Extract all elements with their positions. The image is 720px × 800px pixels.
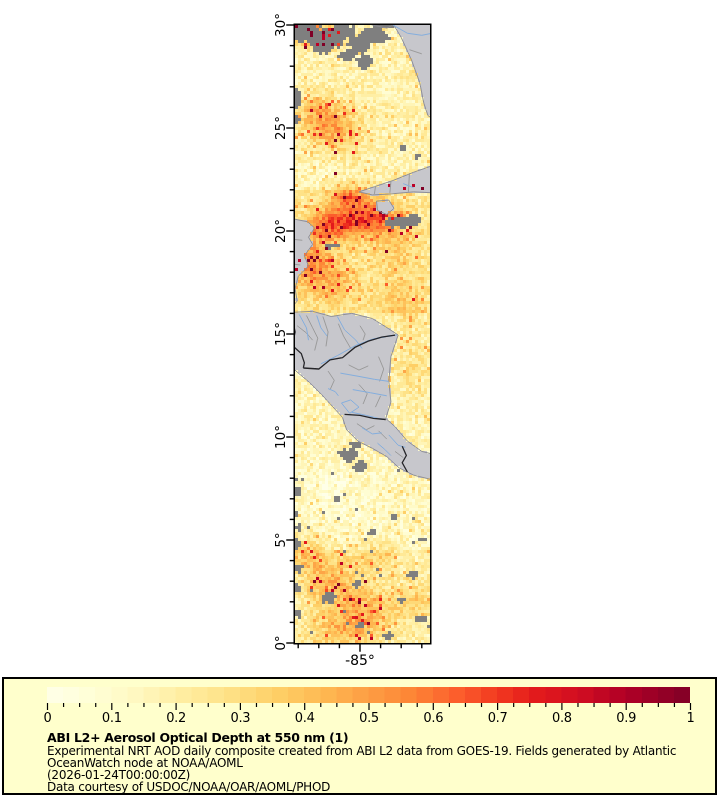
colorbar-tick-label: 0.6 [423, 711, 444, 726]
colorbar-ticks [46, 703, 692, 710]
colorbar-tick-label: 0.1 [101, 711, 122, 726]
legend-panel: 0 0.1 0.2 0.3 0.4 0.5 0.6 0.7 0.8 0.9 1 ABI L2+ Ae… [2, 677, 717, 795]
y-axis-tick-label: 5° [273, 532, 289, 547]
colorbar-tick-label: 1 [686, 711, 695, 726]
colorbar-tick-label: 0.5 [359, 711, 379, 726]
legend-description: Experimental NRT AOD daily composite cre… [47, 744, 677, 758]
y-axis-tick-label: 20° [273, 219, 289, 243]
colorbar-tick-label: 0.2 [166, 711, 186, 726]
colorbar-tick-label: 0.9 [616, 711, 637, 726]
y-axis-tick-label: 10° [273, 425, 289, 449]
y-axis-tick-label: 30° [273, 13, 289, 37]
y-axis-tick-label: 0° [273, 635, 289, 650]
x-axis-tick-label: -85° [345, 653, 375, 669]
colorbar-tick-label: 0.3 [230, 711, 251, 726]
colorbar-tick-label: 0.7 [487, 711, 508, 726]
colorbar-tick-label: 0.4 [294, 711, 315, 726]
colorbar-gradient [47, 687, 690, 703]
y-axis-tick-label: 15° [273, 322, 289, 346]
colorbar-tick-label: 0.8 [552, 711, 572, 726]
legend-title: ABI L2+ Aerosol Optical Depth at 550 nm … [47, 730, 349, 745]
aod-map-raster [295, 25, 430, 643]
colorbar-tick-label: 0 [43, 711, 52, 726]
legend-timestamp: (2026-01-24T00:00:00Z) [47, 768, 191, 782]
y-axis-tick-label: 25° [273, 116, 289, 140]
legend-credit: Data courtesy of USDOC/NOAA/OAR/AOML/PHO… [47, 780, 331, 794]
legend-description: OceanWatch node at NOAA/AOML [47, 756, 243, 770]
